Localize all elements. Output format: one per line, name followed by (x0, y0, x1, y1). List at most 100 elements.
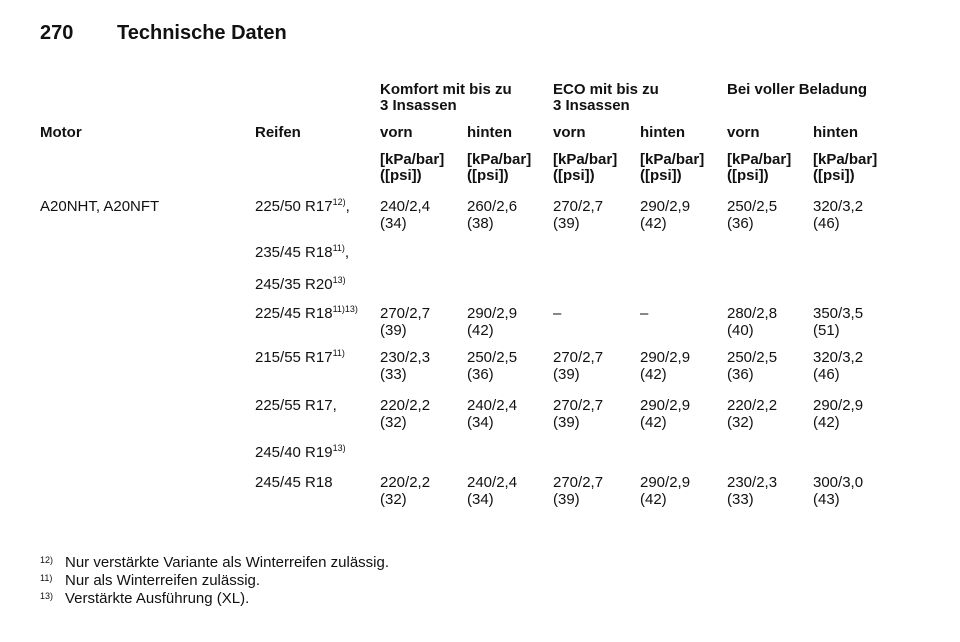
pressure: (38) (467, 215, 494, 232)
page-title: Technische Daten (117, 22, 287, 44)
pressure: – (640, 305, 649, 322)
tire-size: 235/45 R18 (255, 244, 333, 261)
pressure: (51) (813, 322, 840, 339)
pressure: (39) (553, 215, 580, 232)
pressure: (42) (640, 215, 667, 232)
pressure: 230/2,3 (727, 474, 778, 491)
pressure: 250/2,5 (727, 198, 778, 215)
pressure: 290/2,9 (640, 198, 691, 215)
column-header: hinten (813, 124, 858, 141)
pressure: 240/2,4 (467, 474, 518, 491)
pressure: 350/3,5 (813, 305, 864, 322)
column-header: Motor (40, 124, 82, 141)
pressure: 250/2,5 (727, 349, 778, 366)
column-header: hinten (640, 124, 685, 141)
pressure: (34) (467, 414, 494, 431)
pressure: (32) (380, 491, 407, 508)
pressure: (36) (727, 366, 754, 383)
tire-size: 245/40 R19 (255, 444, 333, 461)
pressure: 230/2,3 (380, 349, 431, 366)
pressure: 240/2,4 (380, 198, 431, 215)
pressure: (39) (553, 491, 580, 508)
footnote-mark: 11) (40, 573, 53, 583)
pressure: (42) (813, 414, 840, 431)
unit: ([psi]) (727, 167, 769, 184)
pressure: – (553, 305, 562, 322)
group-header: Komfort mit bis zu (380, 81, 512, 98)
pressure: 290/2,9 (640, 349, 691, 366)
pressure: (43) (813, 491, 840, 508)
footnote-ref: 13) (332, 275, 346, 285)
pressure: (42) (640, 366, 667, 383)
unit: [kPa/bar] (640, 151, 705, 168)
tire-size: 225/50 R17 (255, 198, 333, 215)
pressure: (32) (380, 414, 407, 431)
footnote-text: Nur verstärkte Variante als Winterreifen… (65, 554, 390, 571)
pressure: (46) (813, 366, 840, 383)
tire: 225/45 R1811)13) (255, 304, 358, 322)
unit: [kPa/bar] (380, 151, 445, 168)
footnote-ref: 12) (332, 197, 346, 207)
footnote-text: Verstärkte Ausführung (XL). (65, 590, 250, 607)
column-header: Reifen (255, 124, 301, 141)
tire-suffix: , (345, 198, 350, 215)
column-header: vorn (380, 124, 413, 141)
pressure: 270/2,7 (553, 474, 604, 491)
pressure: (34) (467, 491, 494, 508)
footnote-ref: 11)13) (332, 304, 358, 314)
pressure: (42) (467, 322, 494, 339)
pressure: 270/2,7 (553, 198, 604, 215)
pressure: 290/2,9 (467, 305, 518, 322)
pressure: (32) (727, 414, 754, 431)
pressure: (39) (380, 322, 407, 339)
pressure: (40) (727, 322, 754, 339)
pressure: 220/2,2 (380, 397, 431, 414)
column-header: hinten (467, 124, 512, 141)
pressure: 270/2,7 (380, 305, 431, 322)
pressure: 270/2,7 (553, 349, 604, 366)
pressure: 270/2,7 (553, 397, 604, 414)
tire: 235/45 R1811), (255, 244, 350, 261)
unit: [kPa/bar] (553, 151, 618, 168)
footnote-mark: 13) (40, 591, 54, 601)
tire: 245/40 R1913) (255, 443, 346, 461)
unit: [kPa/bar] (727, 151, 792, 168)
tire: 215/55 R1711) (255, 349, 345, 366)
unit: [kPa/bar] (813, 151, 878, 168)
footnote-ref: 13) (332, 443, 346, 453)
unit: ([psi]) (813, 167, 855, 184)
group-header: 3 Insassen (553, 97, 630, 114)
unit: ([psi]) (640, 167, 682, 184)
tire-size: 245/45 R18 (255, 474, 333, 491)
pressure: (36) (467, 366, 494, 383)
pressure: (39) (553, 366, 580, 383)
group-header: 3 Insassen (380, 97, 457, 114)
tire-suffix: , (344, 244, 350, 261)
pressure: 220/2,2 (380, 474, 431, 491)
page-number: 270 (40, 22, 74, 44)
column-header: vorn (553, 124, 586, 141)
pressure: 290/2,9 (640, 397, 691, 414)
tire-size: 215/55 R17 (255, 349, 333, 366)
pressure: (46) (813, 215, 840, 232)
unit: ([psi]) (467, 167, 509, 184)
pressure: (33) (727, 491, 754, 508)
pressure: (42) (640, 491, 667, 508)
unit: ([psi]) (553, 167, 595, 184)
pressure: 290/2,9 (640, 474, 691, 491)
pressure: 240/2,4 (467, 397, 518, 414)
tire: 225/50 R1712), (255, 197, 350, 215)
footnote-mark: 12) (40, 555, 54, 565)
unit: ([psi]) (380, 167, 422, 184)
group-header: Bei voller Beladung (727, 81, 868, 98)
unit: [kPa/bar] (467, 151, 532, 168)
group-header: ECO mit bis zu (553, 81, 659, 98)
tire-size: 245/35 R20 (255, 276, 333, 293)
tire: 225/55 R17, (255, 398, 337, 414)
tire-suffix: , (332, 397, 337, 414)
pressure: (42) (640, 414, 667, 431)
pressure: 260/2,6 (467, 198, 518, 215)
pressure: 250/2,5 (467, 349, 518, 366)
pressure: (33) (380, 366, 407, 383)
pressure: (36) (727, 215, 754, 232)
